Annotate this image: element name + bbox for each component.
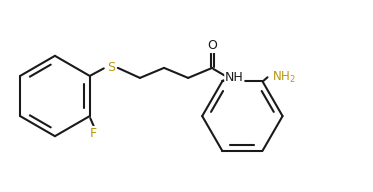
Text: F: F	[90, 127, 97, 140]
Text: O: O	[207, 39, 217, 52]
Text: NH: NH	[225, 71, 244, 84]
Text: NH$_2$: NH$_2$	[272, 70, 295, 85]
Text: S: S	[107, 61, 115, 74]
